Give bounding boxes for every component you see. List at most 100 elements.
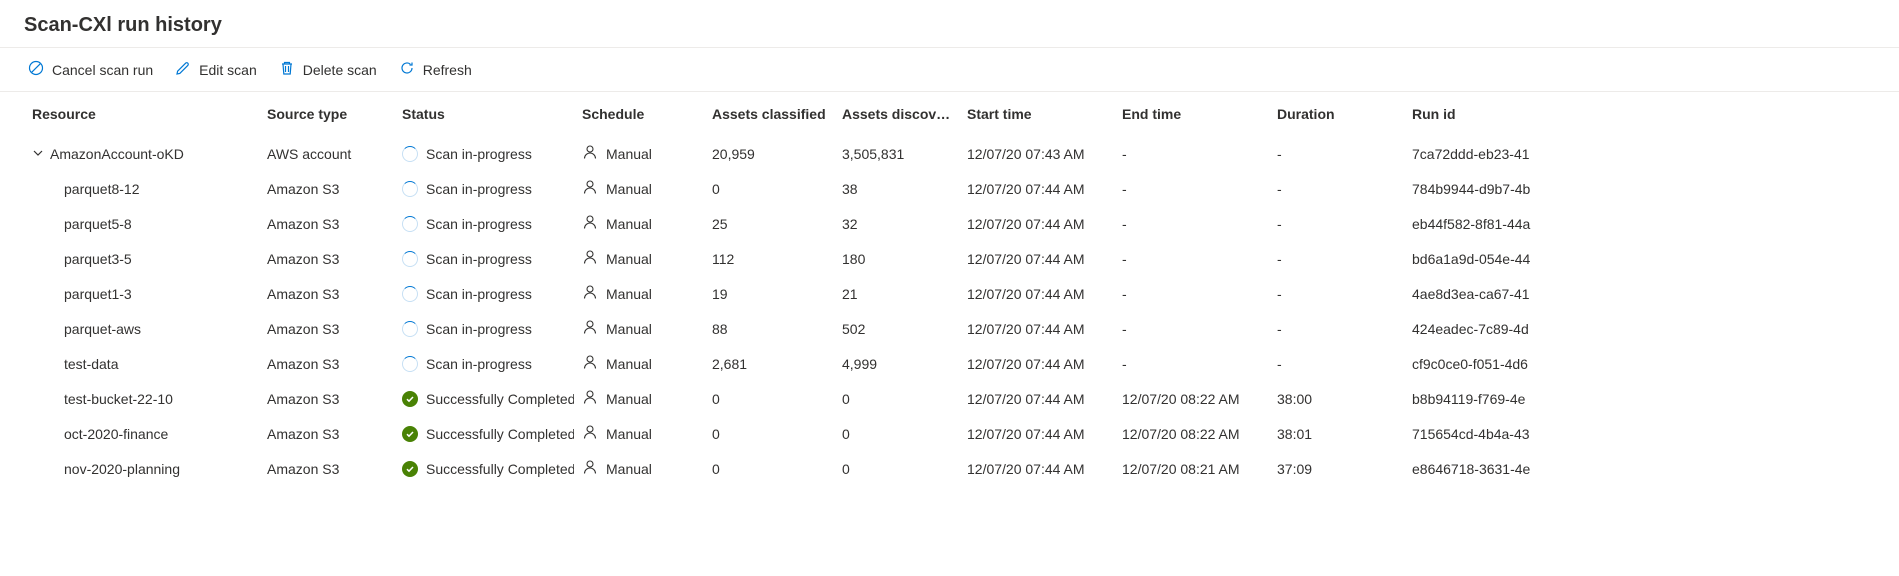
table-row[interactable]: parquet8-12Amazon S3Scan in-progressManu… (24, 171, 1899, 206)
col-resource[interactable]: Resource (24, 92, 259, 136)
assets-discovered: 32 (834, 206, 959, 241)
table-row[interactable]: test-bucket-22-10Amazon S3Successfully C… (24, 381, 1899, 416)
refresh-icon (399, 60, 415, 79)
col-assets-classified[interactable]: Assets classified (704, 92, 834, 136)
assets-discovered: 502 (834, 311, 959, 346)
duration: 37:09 (1269, 451, 1404, 486)
table-row[interactable]: parquet3-5Amazon S3Scan in-progressManua… (24, 241, 1899, 276)
status-text: Successfully Completed (426, 391, 574, 407)
delete-scan-label: Delete scan (303, 62, 377, 78)
status-text: Scan in-progress (426, 251, 532, 267)
schedule-text: Manual (606, 181, 652, 197)
resource-name: parquet-aws (64, 321, 141, 337)
end-time: - (1114, 206, 1269, 241)
start-time: 12/07/20 07:44 AM (959, 241, 1114, 276)
table-row[interactable]: parquet1-3Amazon S3Scan in-progressManua… (24, 276, 1899, 311)
assets-classified: 19 (704, 276, 834, 311)
run-id: 4ae8d3ea-ca67-41 (1404, 276, 1899, 311)
person-icon (582, 284, 598, 303)
col-start-time[interactable]: Start time (959, 92, 1114, 136)
assets-discovered: 4,999 (834, 346, 959, 381)
status-text: Scan in-progress (426, 146, 532, 162)
schedule-text: Manual (606, 286, 652, 302)
spinner-icon (402, 286, 418, 302)
schedule-text: Manual (606, 461, 652, 477)
run-id: b8b94119-f769-4e (1404, 381, 1899, 416)
chevron-down-icon[interactable] (32, 146, 44, 162)
col-status[interactable]: Status (394, 92, 574, 136)
schedule-text: Manual (606, 356, 652, 372)
assets-classified: 25 (704, 206, 834, 241)
refresh-button[interactable]: Refresh (399, 58, 472, 81)
end-time: 12/07/20 08:22 AM (1114, 416, 1269, 451)
duration: 38:00 (1269, 381, 1404, 416)
assets-classified: 2,681 (704, 346, 834, 381)
resource-name: nov-2020-planning (64, 461, 180, 477)
schedule-text: Manual (606, 251, 652, 267)
spinner-icon (402, 356, 418, 372)
person-icon (582, 144, 598, 163)
col-source-type[interactable]: Source type (259, 92, 394, 136)
source-type: Amazon S3 (259, 276, 394, 311)
table-row[interactable]: parquet-awsAmazon S3Scan in-progressManu… (24, 311, 1899, 346)
edit-scan-button[interactable]: Edit scan (175, 58, 257, 81)
assets-discovered: 0 (834, 416, 959, 451)
person-icon (582, 424, 598, 443)
status-text: Scan in-progress (426, 321, 532, 337)
cancel-scan-label: Cancel scan run (52, 62, 153, 78)
col-schedule[interactable]: Schedule (574, 92, 704, 136)
person-icon (582, 459, 598, 478)
start-time: 12/07/20 07:44 AM (959, 311, 1114, 346)
col-run-id[interactable]: Run id (1404, 92, 1899, 136)
source-type: Amazon S3 (259, 241, 394, 276)
start-time: 12/07/20 07:44 AM (959, 171, 1114, 206)
schedule-text: Manual (606, 321, 652, 337)
source-type: Amazon S3 (259, 206, 394, 241)
person-icon (582, 249, 598, 268)
start-time: 12/07/20 07:44 AM (959, 346, 1114, 381)
end-time: - (1114, 136, 1269, 171)
table-row[interactable]: AmazonAccount-oKDAWS accountScan in-prog… (24, 136, 1899, 171)
assets-classified: 0 (704, 381, 834, 416)
person-icon (582, 319, 598, 338)
schedule-text: Manual (606, 216, 652, 232)
col-end-time[interactable]: End time (1114, 92, 1269, 136)
resource-name: test-data (64, 356, 118, 372)
table-row[interactable]: oct-2020-financeAmazon S3Successfully Co… (24, 416, 1899, 451)
table-row[interactable]: nov-2020-planning Amazon S3 Successfully C… (24, 451, 1899, 486)
start-time: 12/07/20 07:44 AM (959, 451, 1114, 486)
resource-name: test-bucket-22-10 (64, 391, 173, 407)
end-time: - (1114, 311, 1269, 346)
run-id: cf9c0ce0-f051-4d6 (1404, 346, 1899, 381)
col-duration[interactable]: Duration (1269, 92, 1404, 136)
run-id: bd6a1a9d-054e-44 (1404, 241, 1899, 276)
status-text: Successfully Completed (426, 461, 574, 477)
delete-scan-button[interactable]: Delete scan (279, 58, 377, 81)
run-history-table-wrap: Resource Source type Status Schedule Ass… (0, 92, 1899, 486)
source-type: Amazon S3 (259, 416, 394, 451)
resource-name: AmazonAccount-oKD (50, 146, 184, 162)
duration: - (1269, 136, 1404, 171)
assets-discovered: 0 (834, 381, 959, 416)
status-text: Scan in-progress (426, 216, 532, 232)
run-id: 784b9944-d9b7-4b (1404, 171, 1899, 206)
success-icon (402, 461, 418, 477)
refresh-label: Refresh (423, 62, 472, 78)
duration: - (1269, 241, 1404, 276)
table-row[interactable]: test-dataAmazon S3Scan in-progressManual… (24, 346, 1899, 381)
table-row[interactable]: parquet5-8Amazon S3Scan in-progressManua… (24, 206, 1899, 241)
page-title: Scan-CXl run history (0, 0, 1899, 47)
status-text: Scan in-progress (426, 356, 532, 372)
duration: - (1269, 346, 1404, 381)
run-id: e8646718-3631-4e (1404, 451, 1899, 486)
spinner-icon (402, 146, 418, 162)
person-icon (582, 214, 598, 233)
assets-discovered: 3,505,831 (834, 136, 959, 171)
col-assets-discovered[interactable]: Assets discove… (834, 92, 959, 136)
end-time: - (1114, 346, 1269, 381)
assets-discovered: 0 (834, 451, 959, 486)
source-type: Amazon S3 (259, 451, 394, 486)
cancel-scan-button[interactable]: Cancel scan run (28, 58, 153, 81)
run-id: 7ca72ddd-eb23-41 (1404, 136, 1899, 171)
duration: - (1269, 206, 1404, 241)
